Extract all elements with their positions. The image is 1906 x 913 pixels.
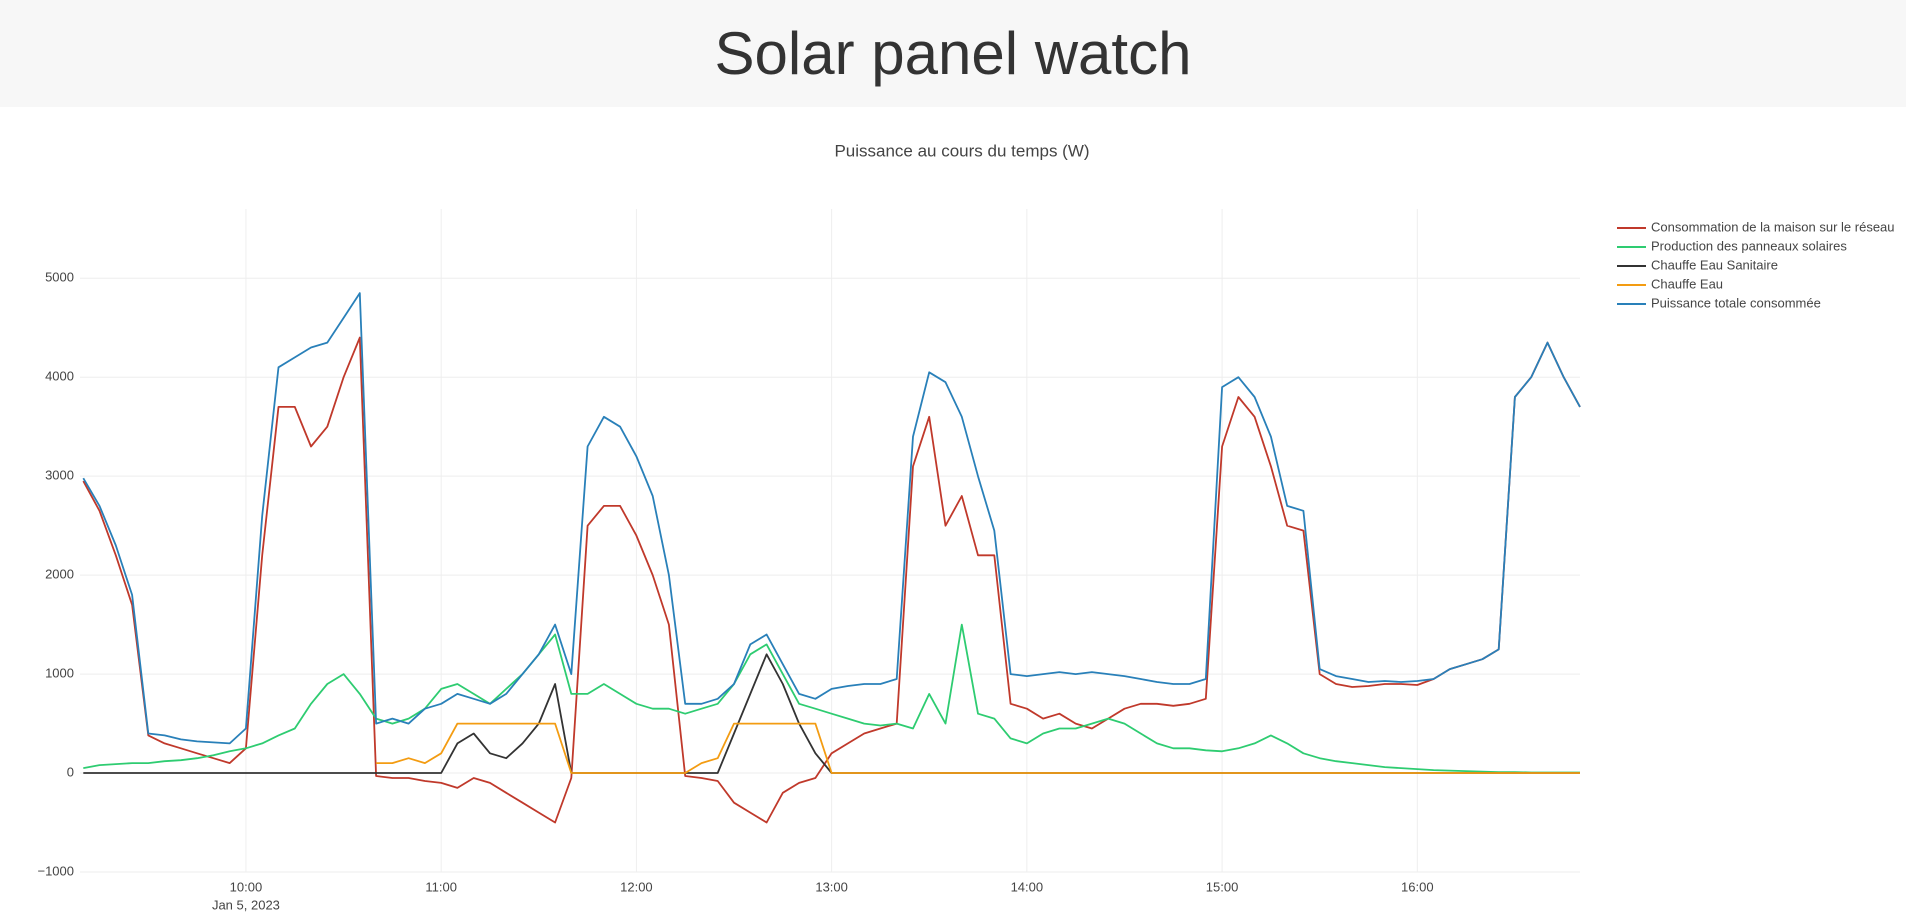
y-tick-label: 2000	[45, 567, 74, 582]
series-line	[83, 623, 1580, 774]
legend-label: Consommation de la maison sur le réseau	[1651, 219, 1895, 234]
x-tick-label: 16:00	[1401, 879, 1434, 894]
series-line	[82, 292, 1581, 745]
y-tick-label: 1000	[45, 666, 74, 681]
x-tick-label: 11:00	[425, 879, 457, 894]
x-tick-label: 14:00	[1011, 879, 1044, 894]
header: Solar panel watch	[0, 0, 1906, 107]
series-line	[376, 722, 1580, 774]
y-tick-label: 5000	[45, 270, 74, 285]
y-tick-label: 4000	[45, 369, 74, 384]
x-date-label: Jan 5, 2023	[212, 897, 280, 912]
legend-label: Puissance totale consommée	[1651, 295, 1821, 310]
legend-label: Chauffe Eau Sanitaire	[1651, 257, 1778, 272]
page-title: Solar panel watch	[714, 20, 1192, 87]
x-tick-label: 12:00	[620, 879, 653, 894]
y-tick-label: 3000	[45, 468, 74, 483]
legend-label: Chauffe Eau	[1651, 276, 1723, 291]
y-tick-label: −1000	[37, 863, 74, 878]
chart-title: Puissance au cours du temps (W)	[834, 141, 1089, 160]
x-tick-label: 15:00	[1206, 879, 1239, 894]
legend-label: Production des panneaux solaires	[1651, 238, 1847, 253]
y-tick-label: 0	[67, 764, 74, 779]
x-tick-label: 13:00	[815, 879, 848, 894]
chart: Puissance au cours du temps (W) −1000 0 10…	[37, 141, 1895, 912]
x-tick-label: 10:00	[230, 879, 263, 894]
series-line	[82, 336, 1581, 824]
